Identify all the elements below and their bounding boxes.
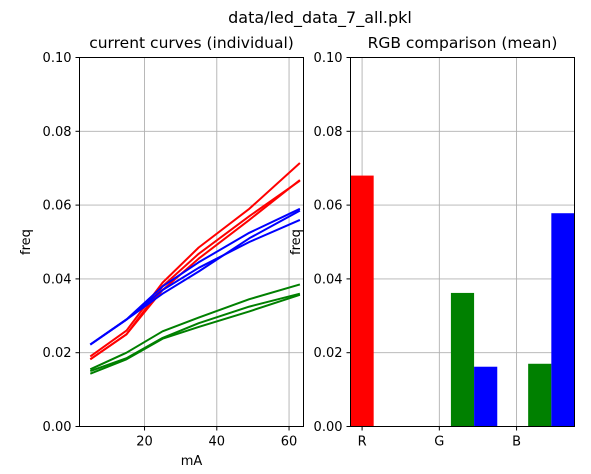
y-tick-label: 0.02 — [314, 346, 343, 361]
line-chart-ticks: 20 40 60 0.00 0.02 0.04 0.06 0.08 0.10 — [43, 51, 298, 450]
line-chart: current curves (individual) 20 40 60 0.00 0.… — [19, 34, 304, 469]
bar — [474, 366, 498, 427]
bar — [551, 213, 575, 427]
line-chart-xlabel: mA — [181, 454, 203, 469]
bar — [350, 175, 374, 427]
y-tick-label: 0.04 — [43, 272, 72, 287]
category-label: B — [512, 435, 521, 450]
series-line — [89, 293, 301, 375]
bar-chart-ticks: R G B 0.00 0.02 0.04 0.06 0.08 0.10 — [314, 51, 521, 450]
figure-suptitle: data/led_data_7_all.pkl — [228, 8, 412, 28]
y-tick-label: 0.10 — [314, 51, 343, 66]
bar-chart-frame — [350, 57, 575, 427]
y-tick-label: 0.00 — [43, 420, 72, 435]
line-chart-frame — [79, 57, 304, 427]
bar — [450, 292, 475, 427]
x-tick-label: 60 — [281, 435, 298, 450]
y-tick-label: 0.08 — [314, 125, 343, 140]
line-chart-title: current curves (individual) — [89, 34, 294, 52]
line-chart-series — [89, 162, 301, 375]
series-line — [89, 283, 301, 371]
category-label: R — [358, 435, 367, 450]
bar-chart-ylabel: freq — [289, 229, 304, 255]
y-tick-label: 0.10 — [43, 51, 72, 66]
bar-chart-title: RGB comparison (mean) — [368, 34, 558, 52]
line-chart-ylabel: freq — [19, 229, 34, 255]
category-label: G — [434, 435, 444, 450]
bar-chart-bars — [350, 175, 575, 427]
line-chart-grid — [79, 57, 304, 427]
y-tick-label: 0.00 — [314, 420, 343, 435]
bar — [528, 363, 552, 427]
y-tick-label: 0.06 — [314, 199, 343, 214]
x-tick-label: 20 — [136, 435, 153, 450]
series-line — [89, 218, 301, 346]
series-line — [89, 162, 301, 358]
y-tick-label: 0.02 — [43, 346, 72, 361]
y-tick-label: 0.04 — [314, 272, 343, 287]
series-line — [89, 209, 301, 346]
series-line — [89, 292, 301, 373]
x-tick-label: 40 — [209, 435, 226, 450]
y-tick-label: 0.08 — [43, 125, 72, 140]
bar-chart: RGB comparison (mean) R G B 0.00 0.02 0.04 0.0… — [289, 34, 575, 450]
y-tick-label: 0.06 — [43, 199, 72, 214]
